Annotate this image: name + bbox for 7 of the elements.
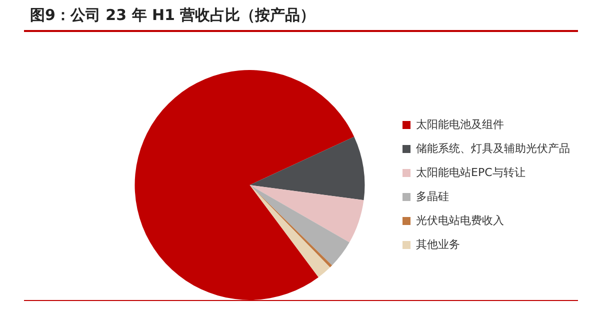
legend-label: 太阳能电站EPC与转让 [416, 166, 526, 179]
legend-label: 太阳能电池及组件 [416, 118, 504, 131]
legend-label: 光伏电站电费收入 [416, 214, 504, 227]
legend-label: 储能系统、灯具及辅助光伏产品 [416, 142, 570, 155]
legend-label: 多晶硅 [416, 190, 449, 203]
chart-title: 图9：公司 23 年 H1 营收占比（按产品） [30, 6, 316, 25]
legend-label: 其他业务 [416, 238, 460, 251]
